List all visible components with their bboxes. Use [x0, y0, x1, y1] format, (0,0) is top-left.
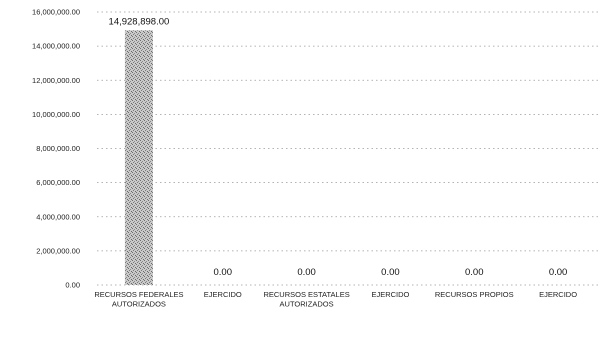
y-axis-tick-labels: 0.00 2,000,000.00 4,000,000.00 6,000,000.00…	[32, 8, 80, 290]
category-label: EJERCIDO	[204, 290, 242, 299]
y-tick-label: 14,000,000.00	[32, 42, 80, 51]
category-label: RECURSOS FEDERALES AUTORIZADOS	[94, 290, 183, 309]
y-tick-label: 12,000,000.00	[32, 76, 80, 85]
category-labels: RECURSOS FEDERALES AUTORIZADOS EJERCIDO REC…	[94, 290, 577, 309]
data-label: 0.00	[381, 267, 400, 278]
category-label: RECURSOS ESTATALES AUTORIZADOS	[263, 290, 349, 309]
data-labels: 14,928,898.00 0.00 0.00 0.00 0.00 0.00	[109, 16, 568, 278]
category-label: RECURSOS PROPIOS	[435, 290, 514, 299]
bar	[124, 30, 153, 285]
data-label: 0.00	[214, 267, 233, 278]
y-tick-label: 6,000,000.00	[36, 178, 80, 187]
data-label: 14,928,898.00	[109, 16, 170, 27]
y-tick-label: 2,000,000.00	[36, 246, 80, 255]
category-label: EJERCIDO	[539, 290, 577, 299]
y-tick-label: 16,000,000.00	[32, 8, 80, 17]
bars	[124, 30, 153, 285]
y-tick-label: 4,000,000.00	[36, 212, 80, 221]
y-tick-label: 0.00	[65, 281, 80, 290]
data-label: 0.00	[297, 267, 316, 278]
y-tick-label: 10,000,000.00	[32, 110, 80, 119]
y-tick-label: 8,000,000.00	[36, 144, 80, 153]
data-label: 0.00	[465, 267, 484, 278]
category-label: EJERCIDO	[371, 290, 409, 299]
data-label: 0.00	[549, 267, 568, 278]
gridlines	[97, 11, 600, 286]
